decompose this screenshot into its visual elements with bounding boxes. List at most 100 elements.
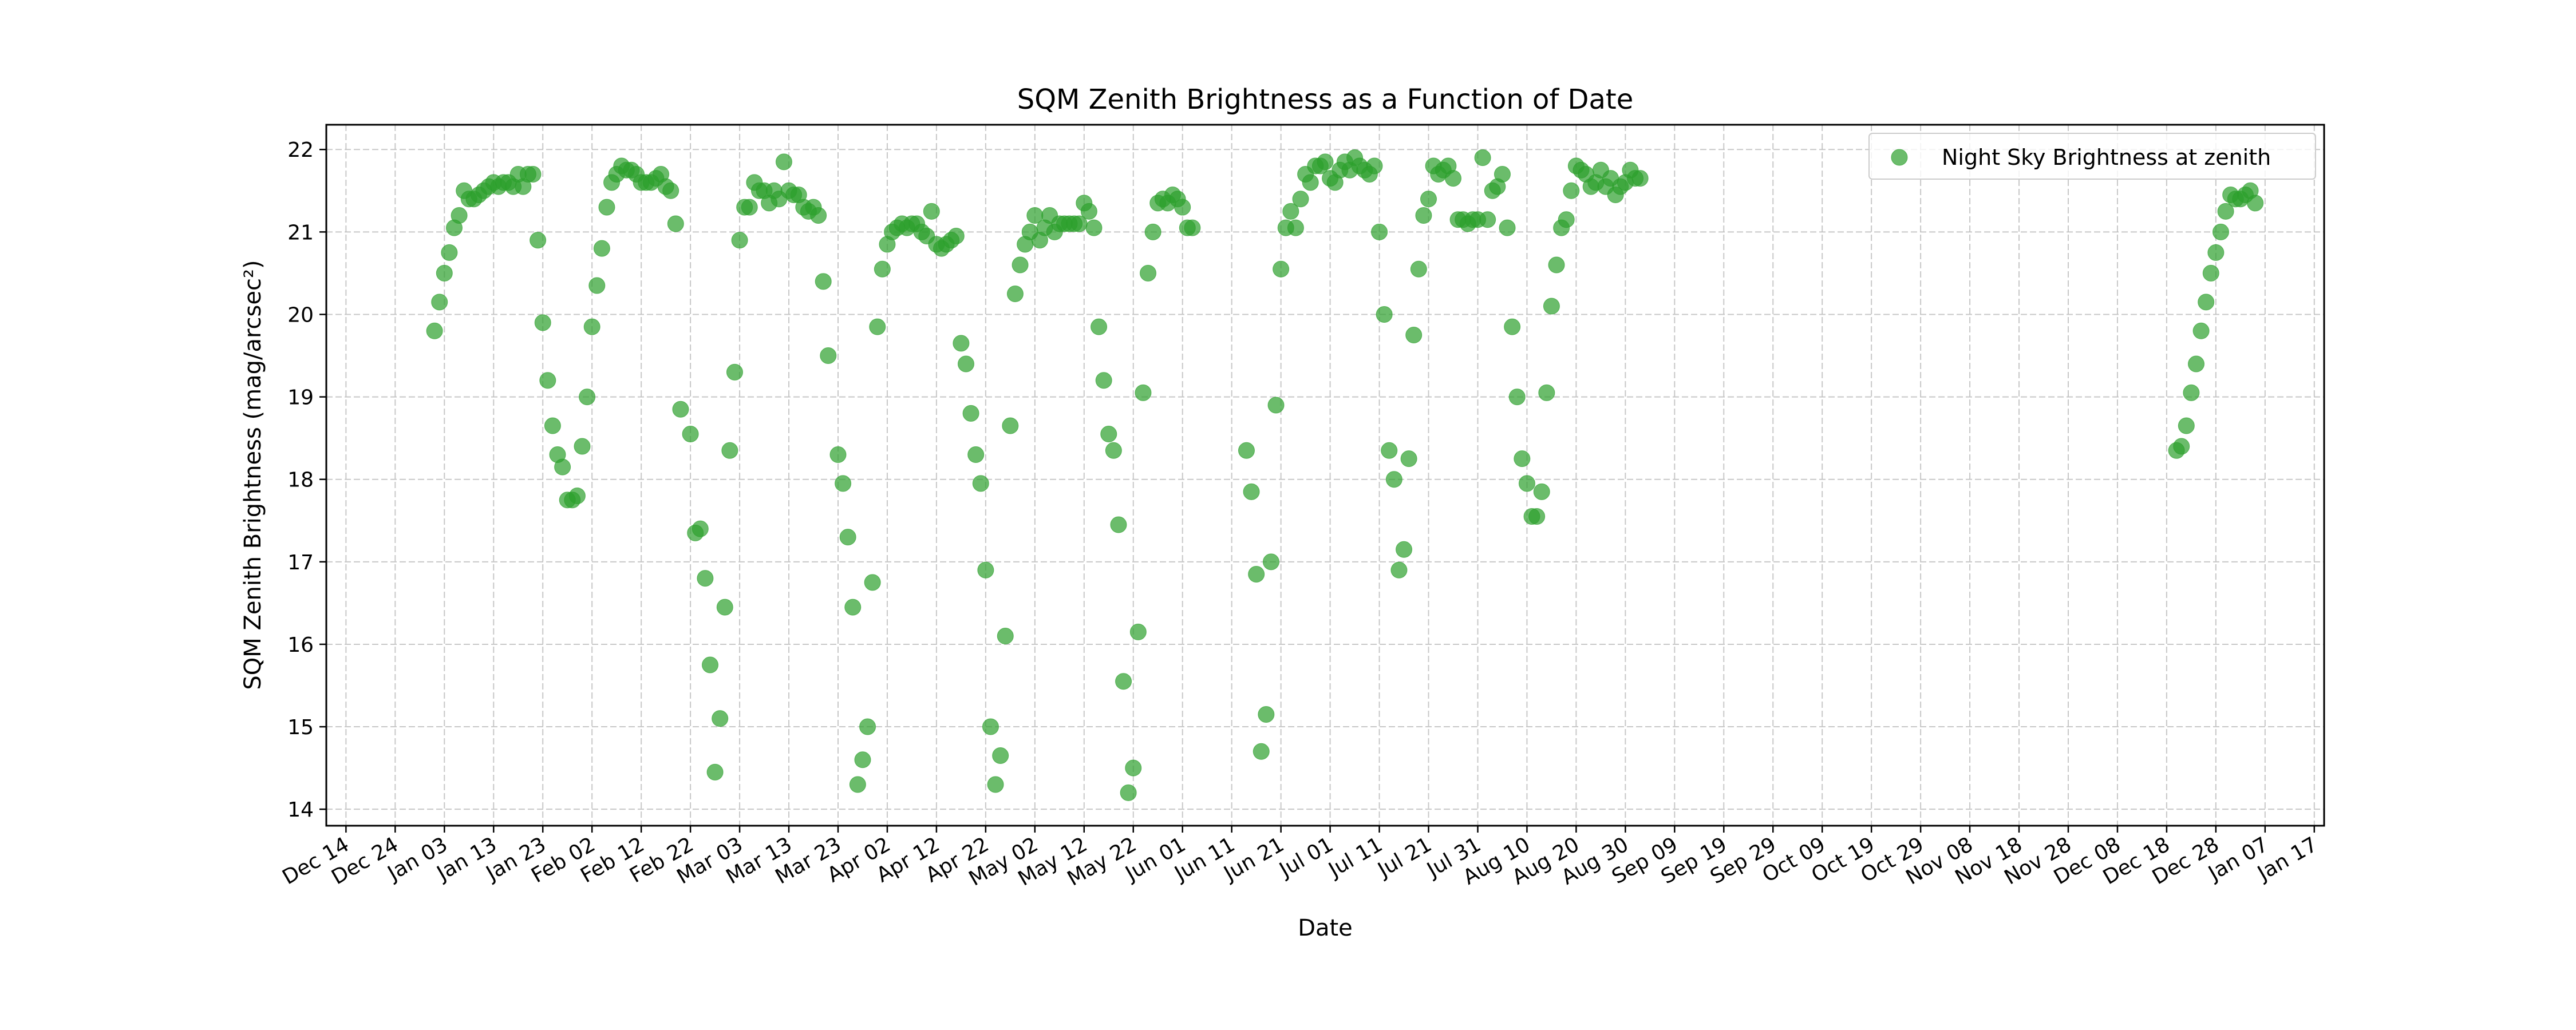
y-tick-label: 15	[287, 716, 314, 739]
data-point	[1091, 318, 1108, 335]
data-point	[2192, 322, 2210, 339]
data-point	[839, 529, 856, 546]
data-point	[539, 372, 556, 389]
data-point	[431, 294, 448, 311]
y-tick-label: 18	[287, 469, 314, 492]
data-point	[2212, 223, 2229, 240]
data-point	[810, 207, 827, 224]
data-point	[1100, 425, 1117, 442]
legend: Night Sky Brightness at zenith	[1868, 133, 2316, 180]
data-point	[593, 240, 610, 257]
y-tick-label: 16	[287, 633, 314, 657]
data-point	[2183, 384, 2200, 401]
data-point	[1494, 165, 1511, 183]
data-point	[1080, 203, 1097, 220]
data-point	[1631, 170, 1649, 187]
data-point	[972, 475, 989, 492]
y-tick-label: 21	[287, 221, 314, 244]
data-point	[1012, 256, 1029, 274]
data-point	[1444, 170, 1461, 187]
data-point	[1479, 211, 1496, 228]
data-point	[967, 446, 985, 463]
data-point	[598, 199, 615, 216]
data-point	[1273, 260, 1290, 278]
data-point	[2198, 294, 2215, 311]
data-point	[874, 260, 891, 278]
data-point	[1282, 203, 1299, 220]
data-point	[1474, 149, 1491, 167]
data-point	[982, 718, 999, 735]
data-point	[2202, 264, 2219, 282]
data-point	[1371, 223, 1388, 240]
data-point	[692, 520, 709, 537]
plot-frame	[325, 124, 2325, 827]
data-point	[992, 747, 1009, 764]
data-point	[583, 318, 600, 335]
data-point	[716, 599, 733, 616]
data-point	[1144, 223, 1161, 240]
x-axis-label: Date	[1298, 915, 1353, 941]
data-point	[682, 425, 699, 442]
data-point	[530, 232, 547, 249]
data-point	[1105, 442, 1122, 459]
data-point	[1292, 191, 1309, 208]
data-point	[524, 165, 542, 183]
data-point	[731, 232, 748, 249]
data-point	[426, 322, 443, 339]
data-point	[1110, 516, 1127, 533]
data-point	[1410, 260, 1427, 278]
data-point	[1258, 706, 1275, 723]
data-point	[1558, 211, 1575, 228]
data-point	[820, 347, 837, 365]
data-point	[1135, 384, 1152, 401]
data-point	[1400, 450, 1417, 468]
data-point	[864, 574, 881, 591]
data-point	[534, 314, 551, 331]
data-point	[1174, 199, 1191, 216]
data-point	[1366, 157, 1383, 175]
data-point	[697, 570, 714, 587]
data-point	[706, 763, 724, 781]
chart-title: SQM Zenith Brightness as a Function of D…	[1017, 84, 1634, 116]
data-point	[1184, 219, 1201, 236]
data-point	[923, 203, 940, 220]
data-point	[1504, 318, 1521, 335]
data-point	[859, 718, 876, 735]
data-point	[574, 438, 591, 455]
data-point	[1385, 471, 1402, 488]
point-layer	[426, 149, 2264, 801]
data-point	[1238, 442, 1255, 459]
data-point	[1514, 450, 1531, 468]
y-tick-label: 20	[287, 303, 314, 327]
data-point	[451, 207, 468, 224]
data-point	[1302, 174, 1319, 191]
data-point	[1125, 759, 1142, 777]
data-point	[987, 776, 1004, 793]
data-point	[1287, 219, 1304, 236]
data-point	[554, 458, 571, 476]
data-point	[844, 599, 862, 616]
data-point	[1006, 285, 1024, 302]
data-point	[849, 776, 866, 793]
data-point	[667, 215, 684, 232]
data-point	[579, 389, 596, 406]
legend-label: Night Sky Brightness at zenith	[1942, 145, 2271, 170]
data-point	[2188, 355, 2205, 373]
data-point	[1253, 743, 1270, 760]
data-point	[775, 153, 792, 171]
data-point	[672, 401, 689, 418]
y-tick-label: 19	[287, 386, 314, 410]
data-point	[1381, 442, 1398, 459]
data-point	[1499, 219, 1516, 236]
data-point	[815, 273, 832, 290]
data-point	[1262, 553, 1279, 571]
legend-box	[1868, 133, 2316, 180]
data-point	[869, 318, 886, 335]
data-point	[962, 405, 979, 422]
data-point	[1390, 561, 1408, 579]
data-point	[1248, 565, 1265, 583]
data-point	[1538, 384, 1555, 401]
y-tick-label: 14	[287, 798, 314, 822]
data-point	[2207, 244, 2225, 261]
